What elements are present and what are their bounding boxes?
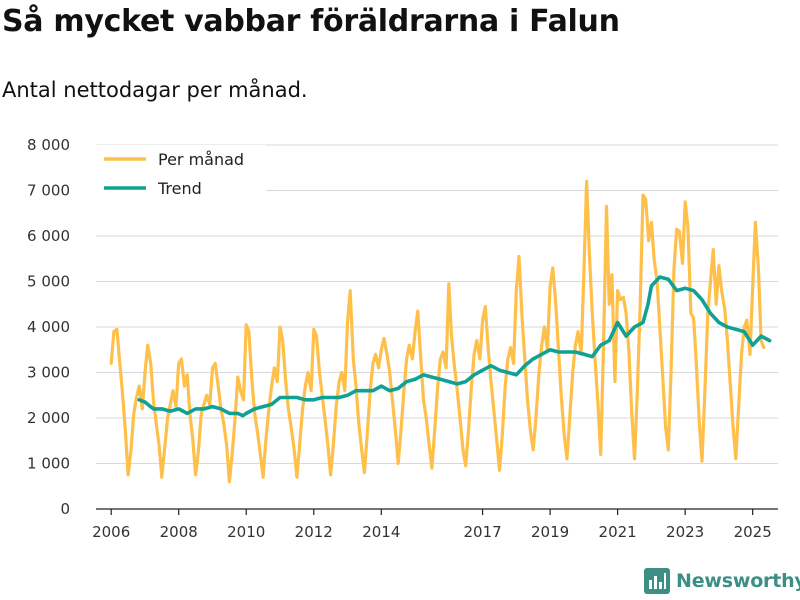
x-tick-label: 2008 — [160, 523, 198, 541]
series-lines — [109, 179, 772, 484]
x-tick-label: 2021 — [599, 523, 637, 541]
legend: Per månad Trend — [96, 145, 266, 201]
chart-title: Så mycket vabbar föräldrarna i Falun — [2, 4, 620, 39]
x-tick-label: 2010 — [227, 523, 265, 541]
y-tick-label: 5 000 — [27, 273, 70, 291]
y-tick-label: 6 000 — [27, 227, 70, 245]
series-line-trend — [137, 275, 772, 418]
y-tick-label: 7 000 — [27, 182, 70, 200]
y-tick-label: 0 — [60, 500, 70, 518]
brand-name: Newsworthy — [676, 570, 800, 592]
newsworthy-logo: Newsworthy — [644, 568, 800, 594]
y-tick-labels: 0 1 000 2 000 3 000 4 000 5 000 6 000 7 000 8 00… — [27, 136, 70, 518]
x-tick-label: 2012 — [295, 523, 333, 541]
y-tick-label: 3 000 — [27, 364, 70, 382]
x-tick-label: 2023 — [666, 523, 704, 541]
chart-subtitle: Antal nettodagar per månad. — [2, 78, 308, 102]
series-line-monthly — [109, 179, 766, 484]
legend-label-trend: Trend — [157, 179, 202, 198]
bar-chart-logo-icon — [644, 568, 670, 594]
x-tick-label: 2017 — [463, 523, 501, 541]
y-tick-label: 1 000 — [27, 455, 70, 473]
y-tick-label: 4 000 — [27, 318, 70, 336]
legend-label-monthly: Per månad — [158, 150, 244, 169]
x-tick-label: 2014 — [362, 523, 400, 541]
x-tick-label: 2019 — [531, 523, 569, 541]
x-tick-label: 2006 — [92, 523, 130, 541]
x-tick-label: 2025 — [734, 523, 772, 541]
x-axis: 2006 2008 2010 2012 2014 2017 2019 2021 2023 2025 — [92, 508, 778, 541]
y-tick-label: 2 000 — [27, 409, 70, 427]
y-tick-label: 8 000 — [27, 136, 70, 154]
legend-background — [96, 145, 266, 201]
